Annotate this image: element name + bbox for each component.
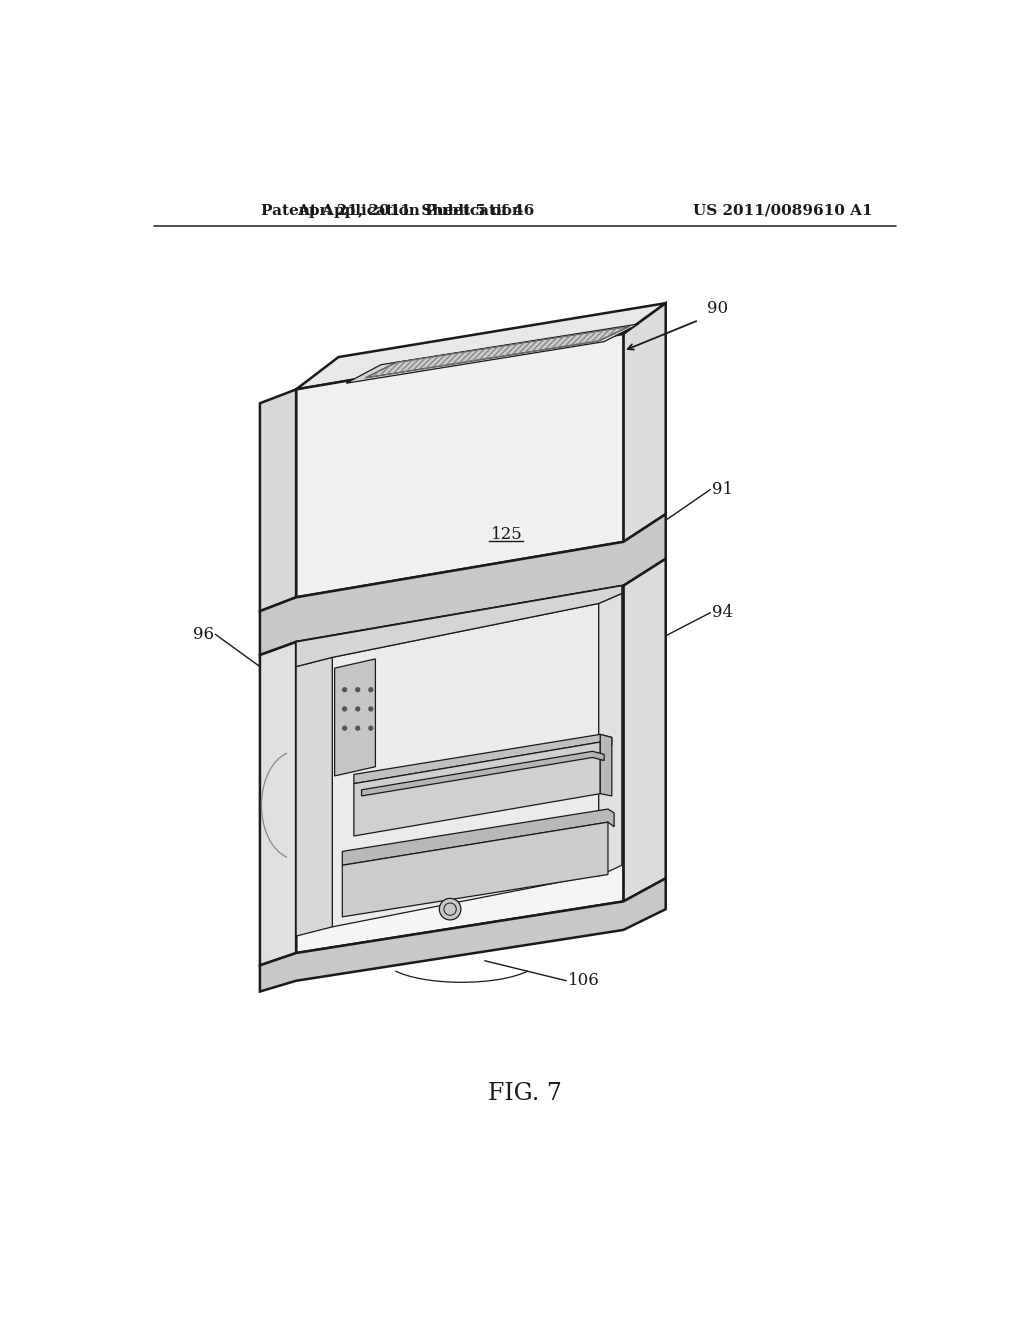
Polygon shape <box>361 751 604 796</box>
Text: 90: 90 <box>707 300 728 317</box>
Polygon shape <box>296 586 624 953</box>
Polygon shape <box>366 326 630 378</box>
Circle shape <box>343 688 346 692</box>
Circle shape <box>343 708 346 711</box>
Text: FIG. 7: FIG. 7 <box>487 1082 562 1105</box>
Circle shape <box>343 726 346 730</box>
Polygon shape <box>354 734 611 784</box>
Circle shape <box>369 688 373 692</box>
Polygon shape <box>346 323 639 383</box>
Polygon shape <box>296 304 666 389</box>
Circle shape <box>355 688 359 692</box>
Polygon shape <box>335 659 376 776</box>
Text: 91: 91 <box>712 480 733 498</box>
Polygon shape <box>600 734 611 796</box>
Text: 94: 94 <box>712 605 733 622</box>
Polygon shape <box>599 594 622 876</box>
Polygon shape <box>342 822 608 917</box>
Polygon shape <box>260 515 666 655</box>
Text: US 2011/0089610 A1: US 2011/0089610 A1 <box>692 203 872 218</box>
Circle shape <box>355 708 359 711</box>
Polygon shape <box>296 657 333 936</box>
Polygon shape <box>296 586 622 667</box>
Polygon shape <box>624 558 666 902</box>
Polygon shape <box>624 304 666 543</box>
Text: Apr. 21, 2011  Sheet 5 of 46: Apr. 21, 2011 Sheet 5 of 46 <box>297 203 535 218</box>
Polygon shape <box>260 389 296 611</box>
Polygon shape <box>354 742 600 836</box>
Polygon shape <box>260 642 296 965</box>
Circle shape <box>355 726 359 730</box>
Circle shape <box>439 899 461 920</box>
Text: Patent Application Publication: Patent Application Publication <box>261 203 523 218</box>
Text: 125: 125 <box>490 525 522 543</box>
Polygon shape <box>342 809 614 866</box>
Text: 96: 96 <box>193 626 214 643</box>
Circle shape <box>369 726 373 730</box>
Polygon shape <box>296 334 624 598</box>
Circle shape <box>369 708 373 711</box>
Polygon shape <box>333 603 599 927</box>
Polygon shape <box>260 878 666 991</box>
Text: 106: 106 <box>568 973 600 989</box>
